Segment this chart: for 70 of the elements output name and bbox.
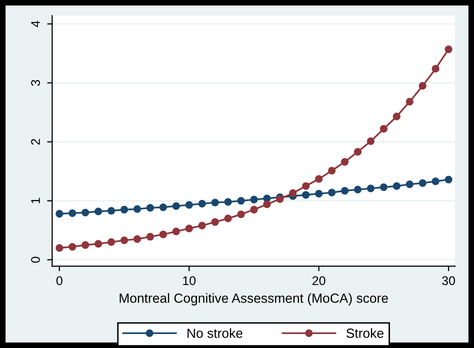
point <box>146 232 154 241</box>
point <box>302 182 310 190</box>
point <box>172 228 180 236</box>
point <box>94 208 102 216</box>
point <box>406 98 414 106</box>
point <box>133 235 142 243</box>
x-tick-label: 0 <box>56 276 62 286</box>
point <box>172 202 180 210</box>
point <box>237 210 245 218</box>
point <box>392 112 400 120</box>
point <box>250 206 258 214</box>
point <box>211 198 219 206</box>
point <box>56 244 64 252</box>
point <box>198 200 206 208</box>
point <box>340 158 349 166</box>
point <box>328 166 336 175</box>
point <box>107 206 116 215</box>
point <box>120 236 128 244</box>
point <box>354 148 362 156</box>
point <box>418 179 426 187</box>
point <box>224 198 232 206</box>
point <box>432 64 440 73</box>
y-tick-label: 1 <box>31 198 40 204</box>
point <box>68 242 76 251</box>
legend-label: Stroke <box>346 328 384 338</box>
point <box>198 222 206 230</box>
y-tick-label: 4 <box>31 20 40 28</box>
point <box>250 196 258 204</box>
point <box>340 186 349 195</box>
y-tick-label: 3 <box>31 80 40 86</box>
point <box>328 188 336 196</box>
point <box>159 203 167 212</box>
x-axis-title: Montreal Cognitive Assessment (MoCA) score <box>120 293 388 306</box>
point <box>146 204 154 212</box>
point <box>68 209 76 217</box>
point <box>354 186 362 194</box>
point <box>159 230 167 238</box>
point <box>315 190 323 198</box>
point <box>444 176 452 184</box>
point <box>211 218 219 226</box>
point <box>380 125 388 133</box>
point <box>380 183 388 192</box>
point <box>366 137 375 146</box>
point <box>366 184 375 192</box>
point <box>432 178 440 186</box>
point <box>56 210 64 218</box>
point <box>82 208 90 216</box>
point <box>133 205 142 213</box>
point <box>185 201 193 209</box>
y-tick-label: 0 <box>31 256 40 263</box>
point <box>418 82 426 90</box>
x-tick-label: 10 <box>183 276 196 286</box>
point <box>263 200 271 208</box>
point <box>94 240 102 248</box>
x-tick-label: 30 <box>442 276 456 286</box>
point <box>185 224 193 232</box>
point <box>82 241 90 249</box>
point <box>302 191 310 199</box>
point <box>444 45 452 54</box>
point <box>289 189 297 197</box>
point <box>315 175 323 183</box>
point <box>224 214 232 222</box>
point <box>406 180 414 188</box>
point <box>120 206 128 214</box>
point <box>392 182 400 190</box>
point <box>237 196 245 205</box>
legend-label: No stroke <box>188 328 242 338</box>
x-tick-label: 20 <box>312 276 326 286</box>
point <box>107 238 116 246</box>
y-tick-label: 2 <box>31 138 40 145</box>
